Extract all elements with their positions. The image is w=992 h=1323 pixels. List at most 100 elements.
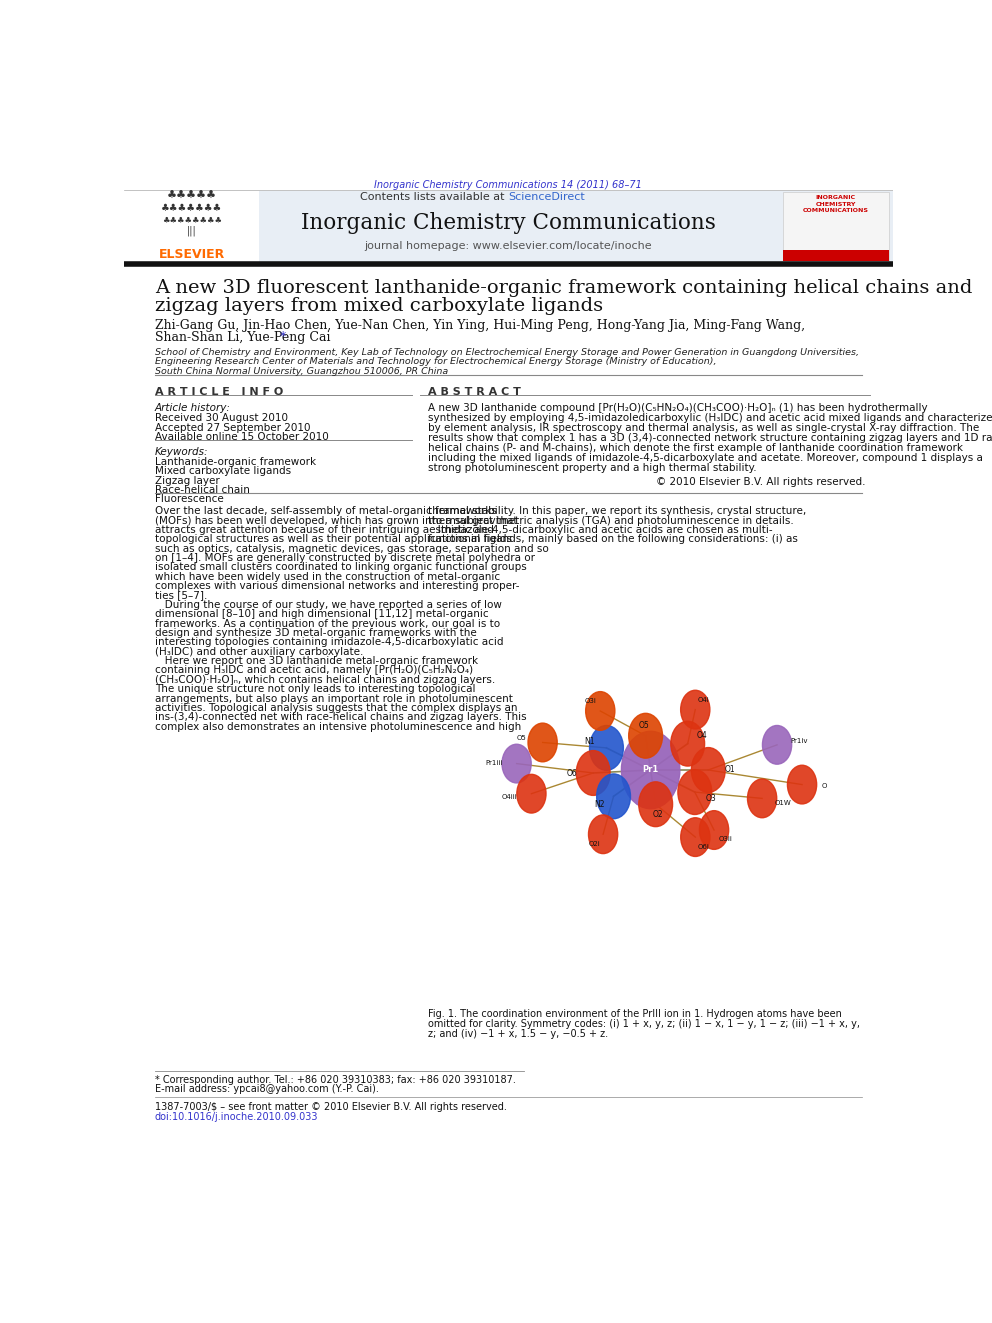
Text: A B S T R A C T: A B S T R A C T (428, 386, 521, 397)
Circle shape (596, 774, 631, 819)
Circle shape (621, 732, 680, 808)
Text: Imidazole-4,5-dicarboxylic and acetic acids are chosen as multi-: Imidazole-4,5-dicarboxylic and acetic ac… (428, 525, 773, 534)
Text: by element analysis, IR spectroscopy and thermal analysis, as well as single-cry: by element analysis, IR spectroscopy and… (428, 423, 979, 433)
Text: O5: O5 (517, 736, 527, 741)
Text: School of Chemistry and Environment, Key Lab of Technology on Electrochemical En: School of Chemistry and Environment, Key… (155, 348, 859, 357)
Text: dimensional [8–10] and high dimensional [11,12] metal-organic: dimensional [8–10] and high dimensional … (155, 609, 488, 619)
Text: frameworks. As a continuation of the previous work, our goal is to: frameworks. As a continuation of the pre… (155, 619, 500, 628)
Text: Accepted 27 September 2010: Accepted 27 September 2010 (155, 422, 310, 433)
Text: O2i: O2i (588, 841, 600, 847)
Text: |||: ||| (186, 226, 196, 237)
Text: *: * (276, 329, 287, 343)
Text: topological structures as well as their potential applications in fields: topological structures as well as their … (155, 534, 512, 544)
Circle shape (629, 713, 663, 758)
Text: omitted for clarity. Symmetry codes: (i) 1 + x, y, z; (ii) 1 − x, 1 − y, 1 − z; : omitted for clarity. Symmetry codes: (i)… (428, 1019, 860, 1029)
Text: Zhi-Gang Gu, Jin-Hao Chen, Yue-Nan Chen, Yin Ying, Hui-Ming Peng, Hong-Yang Jia,: Zhi-Gang Gu, Jin-Hao Chen, Yue-Nan Chen,… (155, 319, 805, 332)
Text: Fig. 1. The coordination environment of the PrIII ion in 1. Hydrogen atoms have : Fig. 1. The coordination environment of … (428, 1009, 841, 1020)
Text: A R T I C L E   I N F O: A R T I C L E I N F O (155, 386, 283, 397)
Circle shape (588, 815, 618, 853)
Text: ELSEVIER: ELSEVIER (159, 249, 225, 262)
Text: ♣♣♣♣♣♣♣♣: ♣♣♣♣♣♣♣♣ (162, 214, 221, 224)
Circle shape (691, 747, 725, 792)
FancyBboxPatch shape (124, 192, 893, 263)
Text: arrangements, but also plays an important role in photoluminescent: arrangements, but also plays an importan… (155, 693, 513, 704)
Text: A new 3D lanthanide compound [Pr(H₂O)(C₅HN₂O₄)(CH₃COO)·H₂O]ₙ (1) has been hydrot: A new 3D lanthanide compound [Pr(H₂O)(C₅… (428, 404, 928, 413)
Circle shape (585, 692, 615, 730)
Text: O4i: O4i (698, 697, 710, 703)
Text: Inorganic Chemistry Communications 14 (2011) 68–71: Inorganic Chemistry Communications 14 (2… (374, 180, 643, 191)
Text: (MOFs) has been well developed, which has grown into a subject that: (MOFs) has been well developed, which ha… (155, 516, 517, 525)
Text: Contents lists available at: Contents lists available at (360, 192, 509, 202)
Text: Lanthanide-organic framework: Lanthanide-organic framework (155, 458, 315, 467)
Circle shape (678, 770, 711, 815)
Text: strong photoluminescent property and a high thermal stability.: strong photoluminescent property and a h… (428, 463, 756, 472)
Text: thermal gravimetric analysis (TGA) and photoluminescence in details.: thermal gravimetric analysis (TGA) and p… (428, 516, 794, 525)
Text: INORGANIC
CHEMISTRY
COMMUNICATIONS: INORGANIC CHEMISTRY COMMUNICATIONS (803, 196, 869, 213)
Text: complex also demonstrates an intensive photoluminescence and high: complex also demonstrates an intensive p… (155, 722, 521, 732)
Text: O6i: O6i (697, 844, 709, 851)
Text: ins-(3,4)-connected net with race-helical chains and zigzag layers. This: ins-(3,4)-connected net with race-helica… (155, 712, 527, 722)
Text: Keywords:: Keywords: (155, 447, 208, 456)
Circle shape (528, 724, 558, 762)
Text: such as optics, catalysis, magnetic devices, gas storage, separation and so: such as optics, catalysis, magnetic devi… (155, 544, 549, 553)
Circle shape (502, 745, 531, 783)
Text: O3ii: O3ii (718, 836, 732, 843)
Circle shape (517, 774, 546, 814)
Text: The unique structure not only leads to interesting topological: The unique structure not only leads to i… (155, 684, 475, 695)
Text: zigzag layers from mixed carboxylate ligands: zigzag layers from mixed carboxylate lig… (155, 298, 603, 315)
Text: Over the last decade, self-assembly of metal-organic frameworks: Over the last decade, self-assembly of m… (155, 507, 497, 516)
Text: Race-helical chain: Race-helical chain (155, 484, 250, 495)
Text: E-mail address: ypcai8@yahoo.com (Y.-P. Cai).: E-mail address: ypcai8@yahoo.com (Y.-P. … (155, 1084, 379, 1094)
Text: 1387-7003/$ – see front matter © 2010 Elsevier B.V. All rights reserved.: 1387-7003/$ – see front matter © 2010 El… (155, 1102, 507, 1113)
Text: including the mixed ligands of imidazole-4,5-dicarboxylate and acetate. Moreover: including the mixed ligands of imidazole… (428, 452, 982, 463)
Circle shape (699, 811, 729, 849)
Text: N1: N1 (584, 737, 595, 746)
Text: Pr1iv: Pr1iv (790, 738, 807, 744)
Text: activities. Topological analysis suggests that the complex displays an: activities. Topological analysis suggest… (155, 703, 517, 713)
Text: N2: N2 (594, 800, 605, 808)
Text: O4iii: O4iii (502, 794, 518, 800)
Text: * Corresponding author. Tel.: +86 020 39310383; fax: +86 020 39310187.: * Corresponding author. Tel.: +86 020 39… (155, 1074, 516, 1085)
Text: © 2010 Elsevier B.V. All rights reserved.: © 2010 Elsevier B.V. All rights reserved… (657, 476, 866, 487)
Text: thermal stability. In this paper, we report its synthesis, crystal structure,: thermal stability. In this paper, we rep… (428, 507, 806, 516)
Text: which have been widely used in the construction of metal-organic: which have been widely used in the const… (155, 572, 500, 582)
Text: O6: O6 (566, 770, 577, 778)
Circle shape (671, 721, 704, 766)
Text: O4: O4 (696, 732, 707, 740)
FancyBboxPatch shape (783, 192, 889, 261)
Text: O3: O3 (706, 794, 716, 803)
Text: Fluorescence: Fluorescence (155, 493, 223, 504)
Text: (H₃IDC) and other auxiliary carboxylate.: (H₃IDC) and other auxiliary carboxylate. (155, 647, 363, 656)
Text: complexes with various dimensional networks and interesting proper-: complexes with various dimensional netwo… (155, 581, 519, 591)
Text: O1: O1 (724, 766, 735, 774)
Circle shape (589, 725, 623, 770)
Text: isolated small clusters coordinated to linking organic functional groups: isolated small clusters coordinated to l… (155, 562, 527, 573)
Text: Pr1: Pr1 (643, 766, 659, 774)
Text: (CH₃COO)·H₂O]ₙ, which contains helical chains and zigzag layers.: (CH₃COO)·H₂O]ₙ, which contains helical c… (155, 675, 495, 685)
Text: helical chains (P- and M-chains), which denote the first example of lanthanide c: helical chains (P- and M-chains), which … (428, 443, 962, 452)
Text: Mixed carboxylate ligands: Mixed carboxylate ligands (155, 467, 291, 476)
Text: Zigzag layer: Zigzag layer (155, 475, 219, 486)
Text: on [1–4]. MOFs are generally constructed by discrete metal polyhedra or: on [1–4]. MOFs are generally constructed… (155, 553, 535, 564)
Text: results show that complex 1 has a 3D (3,4)-connected network structure containin: results show that complex 1 has a 3D (3,… (428, 433, 992, 443)
FancyBboxPatch shape (124, 192, 259, 263)
Circle shape (681, 691, 710, 729)
Text: attracts great attention because of their intriguing aesthetic and: attracts great attention because of thei… (155, 525, 494, 534)
Text: functional ligands, mainly based on the following considerations: (i) as: functional ligands, mainly based on the … (428, 534, 798, 544)
Text: During the course of our study, we have reported a series of low: During the course of our study, we have … (155, 599, 502, 610)
Text: design and synthesize 3D metal-organic frameworks with the: design and synthesize 3D metal-organic f… (155, 628, 476, 638)
Circle shape (681, 818, 710, 856)
Text: Article history:: Article history: (155, 404, 230, 413)
Text: O1W: O1W (775, 800, 792, 806)
Text: Shan-Shan Li, Yue-Peng Cai: Shan-Shan Li, Yue-Peng Cai (155, 331, 330, 344)
Circle shape (639, 782, 673, 827)
Text: synthesized by employing 4,5-imidazoledicarboxylic (H₃IDC) and acetic acid mixed: synthesized by employing 4,5-imidazoledi… (428, 413, 992, 423)
Text: containing H₃IDC and acetic acid, namely [Pr(H₂O)(C₅H₂N₂O₄): containing H₃IDC and acetic acid, namely… (155, 665, 473, 676)
FancyBboxPatch shape (783, 250, 889, 261)
Text: Here we report one 3D lanthanide metal-organic framework: Here we report one 3D lanthanide metal-o… (155, 656, 478, 665)
Text: interesting topologies containing imidazole-4,5-dicarboxylatic acid: interesting topologies containing imidaz… (155, 638, 503, 647)
Circle shape (748, 779, 777, 818)
Text: journal homepage: www.elsevier.com/locate/inoche: journal homepage: www.elsevier.com/locat… (365, 241, 652, 251)
Text: Inorganic Chemistry Communications: Inorganic Chemistry Communications (301, 212, 716, 234)
Text: O: O (822, 783, 827, 790)
